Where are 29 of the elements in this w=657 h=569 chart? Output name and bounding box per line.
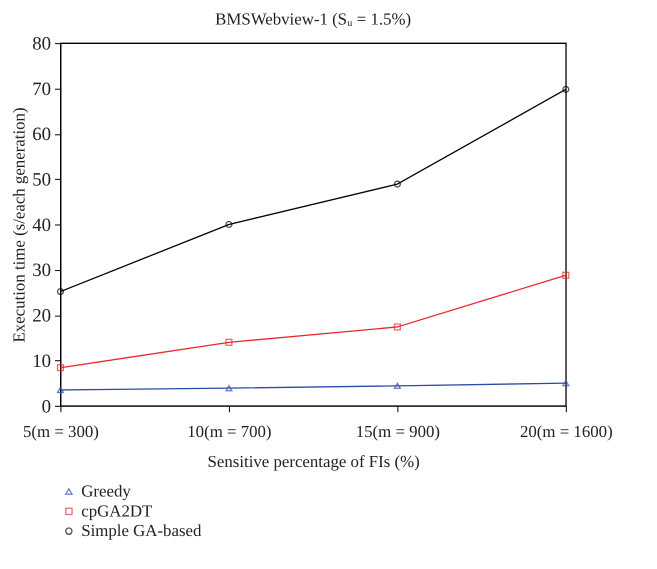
x-tick-label: 20(m = 1600) <box>520 422 613 442</box>
y-tick-label: 10 <box>32 350 52 372</box>
point <box>225 338 232 346</box>
point <box>394 180 401 188</box>
legend-label: Simple GA-based <box>81 521 202 540</box>
y-tick-label: 60 <box>32 124 52 146</box>
y-tick-label: 50 <box>32 170 52 191</box>
y-tick-label: 80 <box>32 34 52 55</box>
legend-label: Greedy <box>81 481 132 500</box>
legend-label: cpGA2DT <box>81 501 152 520</box>
y-tick-label: 20 <box>32 306 52 327</box>
y-tick-label: 70 <box>32 78 52 100</box>
y-tick-label: 40 <box>32 214 52 236</box>
x-tick-label: 5(m = 300) <box>23 422 99 442</box>
y-axis-title: Execution time (s/each generation) <box>9 107 28 342</box>
point <box>394 323 401 331</box>
chart-title: BMSWebview-1 (Sᵤ = 1.5%) <box>215 9 412 28</box>
x-tick-label: 15(m = 900) <box>356 422 440 442</box>
y-tick-label: 30 <box>32 260 52 282</box>
point <box>562 272 570 279</box>
y-tick-label: 0 <box>42 396 52 418</box>
point <box>56 364 64 372</box>
point <box>56 386 64 394</box>
x-tick-label: 10(m = 700) <box>187 422 272 442</box>
point <box>394 382 401 390</box>
x-axis-title: Sensitive percentage of FIs (%) <box>208 452 420 471</box>
point <box>225 220 232 228</box>
point <box>562 380 570 386</box>
point <box>225 384 232 392</box>
